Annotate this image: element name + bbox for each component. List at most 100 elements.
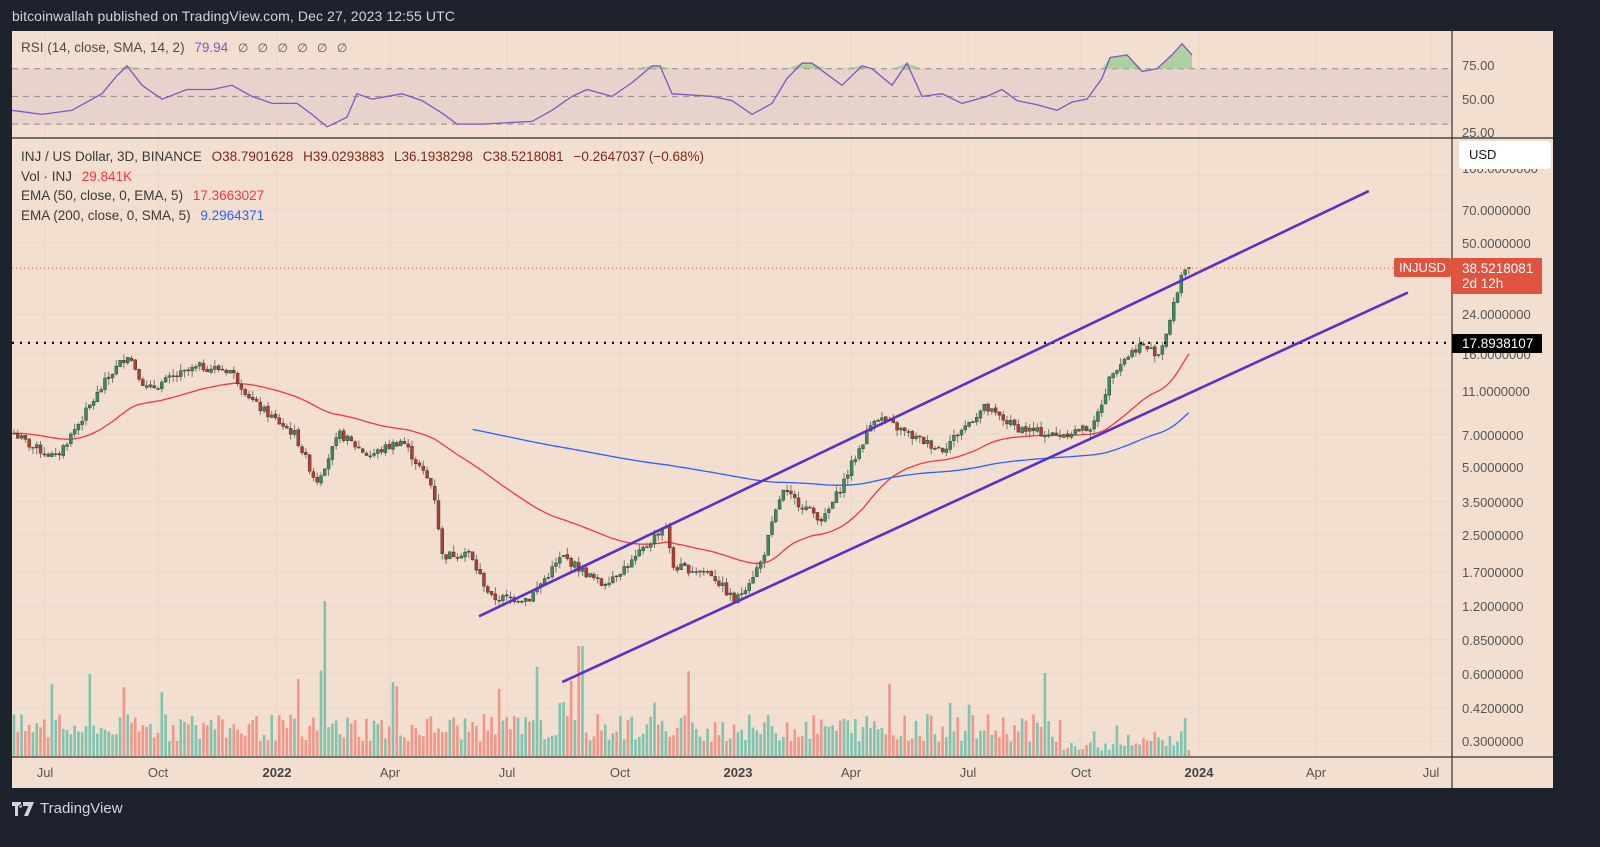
volume-bar bbox=[111, 734, 114, 756]
ema200-value: 9.2964371 bbox=[200, 207, 265, 223]
volume-bar bbox=[308, 725, 311, 756]
volume-bar bbox=[122, 687, 126, 756]
candle-body bbox=[402, 441, 407, 444]
volume-bar bbox=[406, 741, 410, 756]
candle-body bbox=[95, 391, 100, 403]
candle-body bbox=[1130, 350, 1134, 357]
volume-bar bbox=[520, 733, 524, 756]
candle-body bbox=[330, 446, 335, 460]
volume-bar bbox=[194, 724, 198, 756]
price-axis-label: 50.0000000 bbox=[1462, 236, 1531, 251]
volume-bar bbox=[368, 740, 372, 756]
candle-body bbox=[372, 453, 376, 456]
volume-bar bbox=[342, 737, 346, 756]
price-axis-label: 3.5000000 bbox=[1462, 495, 1524, 510]
volume-bar bbox=[334, 720, 338, 756]
volume-bar bbox=[638, 736, 641, 756]
volume-bar bbox=[653, 702, 656, 756]
volume-bar bbox=[99, 728, 103, 756]
volume-bar bbox=[475, 725, 478, 756]
volume-bar bbox=[198, 738, 202, 756]
volume-bar bbox=[630, 716, 634, 756]
volume-bar bbox=[24, 731, 27, 756]
candle-body bbox=[937, 447, 941, 449]
volume-bar bbox=[133, 717, 137, 756]
candle-body bbox=[129, 357, 134, 361]
candle-body bbox=[493, 593, 498, 601]
volume-bar bbox=[31, 732, 35, 756]
candle-body bbox=[296, 429, 300, 447]
time-label: Apr bbox=[379, 765, 401, 780]
symbol-title[interactable]: INJ / US Dollar, 3D, BINANCE bbox=[21, 149, 202, 164]
volume-bar bbox=[725, 741, 728, 756]
volume-bar bbox=[770, 725, 774, 756]
volume-bar bbox=[319, 670, 323, 756]
candle-body bbox=[107, 376, 111, 379]
candle-body bbox=[395, 442, 399, 447]
volume-bar bbox=[1142, 738, 1145, 756]
candle-body bbox=[1168, 320, 1172, 335]
candle-body bbox=[914, 435, 918, 439]
volume-bar bbox=[357, 736, 361, 756]
volume-bar bbox=[952, 731, 956, 756]
candle-body bbox=[967, 422, 971, 427]
candle-body bbox=[1103, 394, 1108, 405]
candle-body bbox=[1009, 420, 1013, 425]
candle-body bbox=[1145, 345, 1149, 350]
volume-bar bbox=[482, 714, 486, 756]
candle-body bbox=[23, 435, 28, 440]
volume-bar bbox=[816, 733, 819, 756]
volume-bar bbox=[497, 688, 501, 756]
candle-body bbox=[243, 389, 247, 395]
candle-body bbox=[42, 453, 47, 456]
ema200-label[interactable]: EMA (200, close, 0, SMA, 5) bbox=[21, 207, 191, 223]
candle-body bbox=[429, 478, 433, 486]
time-label: Apr bbox=[1305, 765, 1327, 780]
volume-bar bbox=[1108, 749, 1111, 756]
candle-body bbox=[84, 407, 88, 421]
chart-canvas[interactable] bbox=[12, 31, 1553, 788]
candle-body bbox=[853, 459, 858, 462]
tradingview-logo[interactable]: TradingView bbox=[12, 800, 123, 817]
candle-body bbox=[307, 454, 312, 472]
candle-body bbox=[921, 436, 926, 444]
candle-body bbox=[156, 388, 160, 390]
volume-bar bbox=[1032, 714, 1035, 756]
candle-body bbox=[440, 528, 444, 554]
candle-body bbox=[815, 512, 820, 521]
volume-bar bbox=[331, 723, 334, 756]
volume-bar bbox=[39, 727, 42, 756]
candle-body bbox=[990, 408, 994, 412]
currency-button[interactable]: USD bbox=[1459, 141, 1551, 169]
candle-body bbox=[952, 434, 956, 441]
candle-body bbox=[281, 423, 285, 427]
ema50-label[interactable]: EMA (50, close, 0, EMA, 5) bbox=[21, 188, 184, 203]
ema200-line bbox=[472, 412, 1190, 486]
volume-bar bbox=[1013, 725, 1016, 756]
volume-bar bbox=[1058, 719, 1062, 756]
candle-body bbox=[944, 448, 949, 453]
volume-bar bbox=[1180, 731, 1183, 756]
candle-body bbox=[842, 478, 846, 493]
candle-body bbox=[1069, 434, 1074, 438]
candle-body bbox=[910, 430, 914, 439]
volume-bar bbox=[626, 720, 630, 756]
candle-body bbox=[224, 369, 228, 373]
candle-body bbox=[641, 547, 645, 551]
volume-bar bbox=[27, 724, 31, 756]
candle-body bbox=[349, 436, 354, 442]
candle-body bbox=[603, 584, 607, 586]
candle-body bbox=[755, 567, 759, 577]
price-axis-label: 11.0000000 bbox=[1462, 384, 1530, 399]
chart-frame[interactable]: RSI (14, close, SMA, 14, 2) 79.94 ∅ ∅ ∅ … bbox=[12, 31, 1553, 788]
price-axis-label: 0.4200000 bbox=[1462, 701, 1524, 716]
candle-body bbox=[1175, 292, 1180, 303]
candle-body bbox=[65, 444, 69, 447]
candle-body bbox=[645, 546, 649, 548]
time-label: Jul bbox=[959, 765, 977, 780]
price-axis-label: 7.0000000 bbox=[1462, 428, 1524, 443]
volume-bar bbox=[884, 734, 887, 756]
candle-body bbox=[599, 578, 604, 586]
volume-label[interactable]: Vol · INJ bbox=[21, 168, 73, 184]
candle-body bbox=[1062, 434, 1066, 438]
